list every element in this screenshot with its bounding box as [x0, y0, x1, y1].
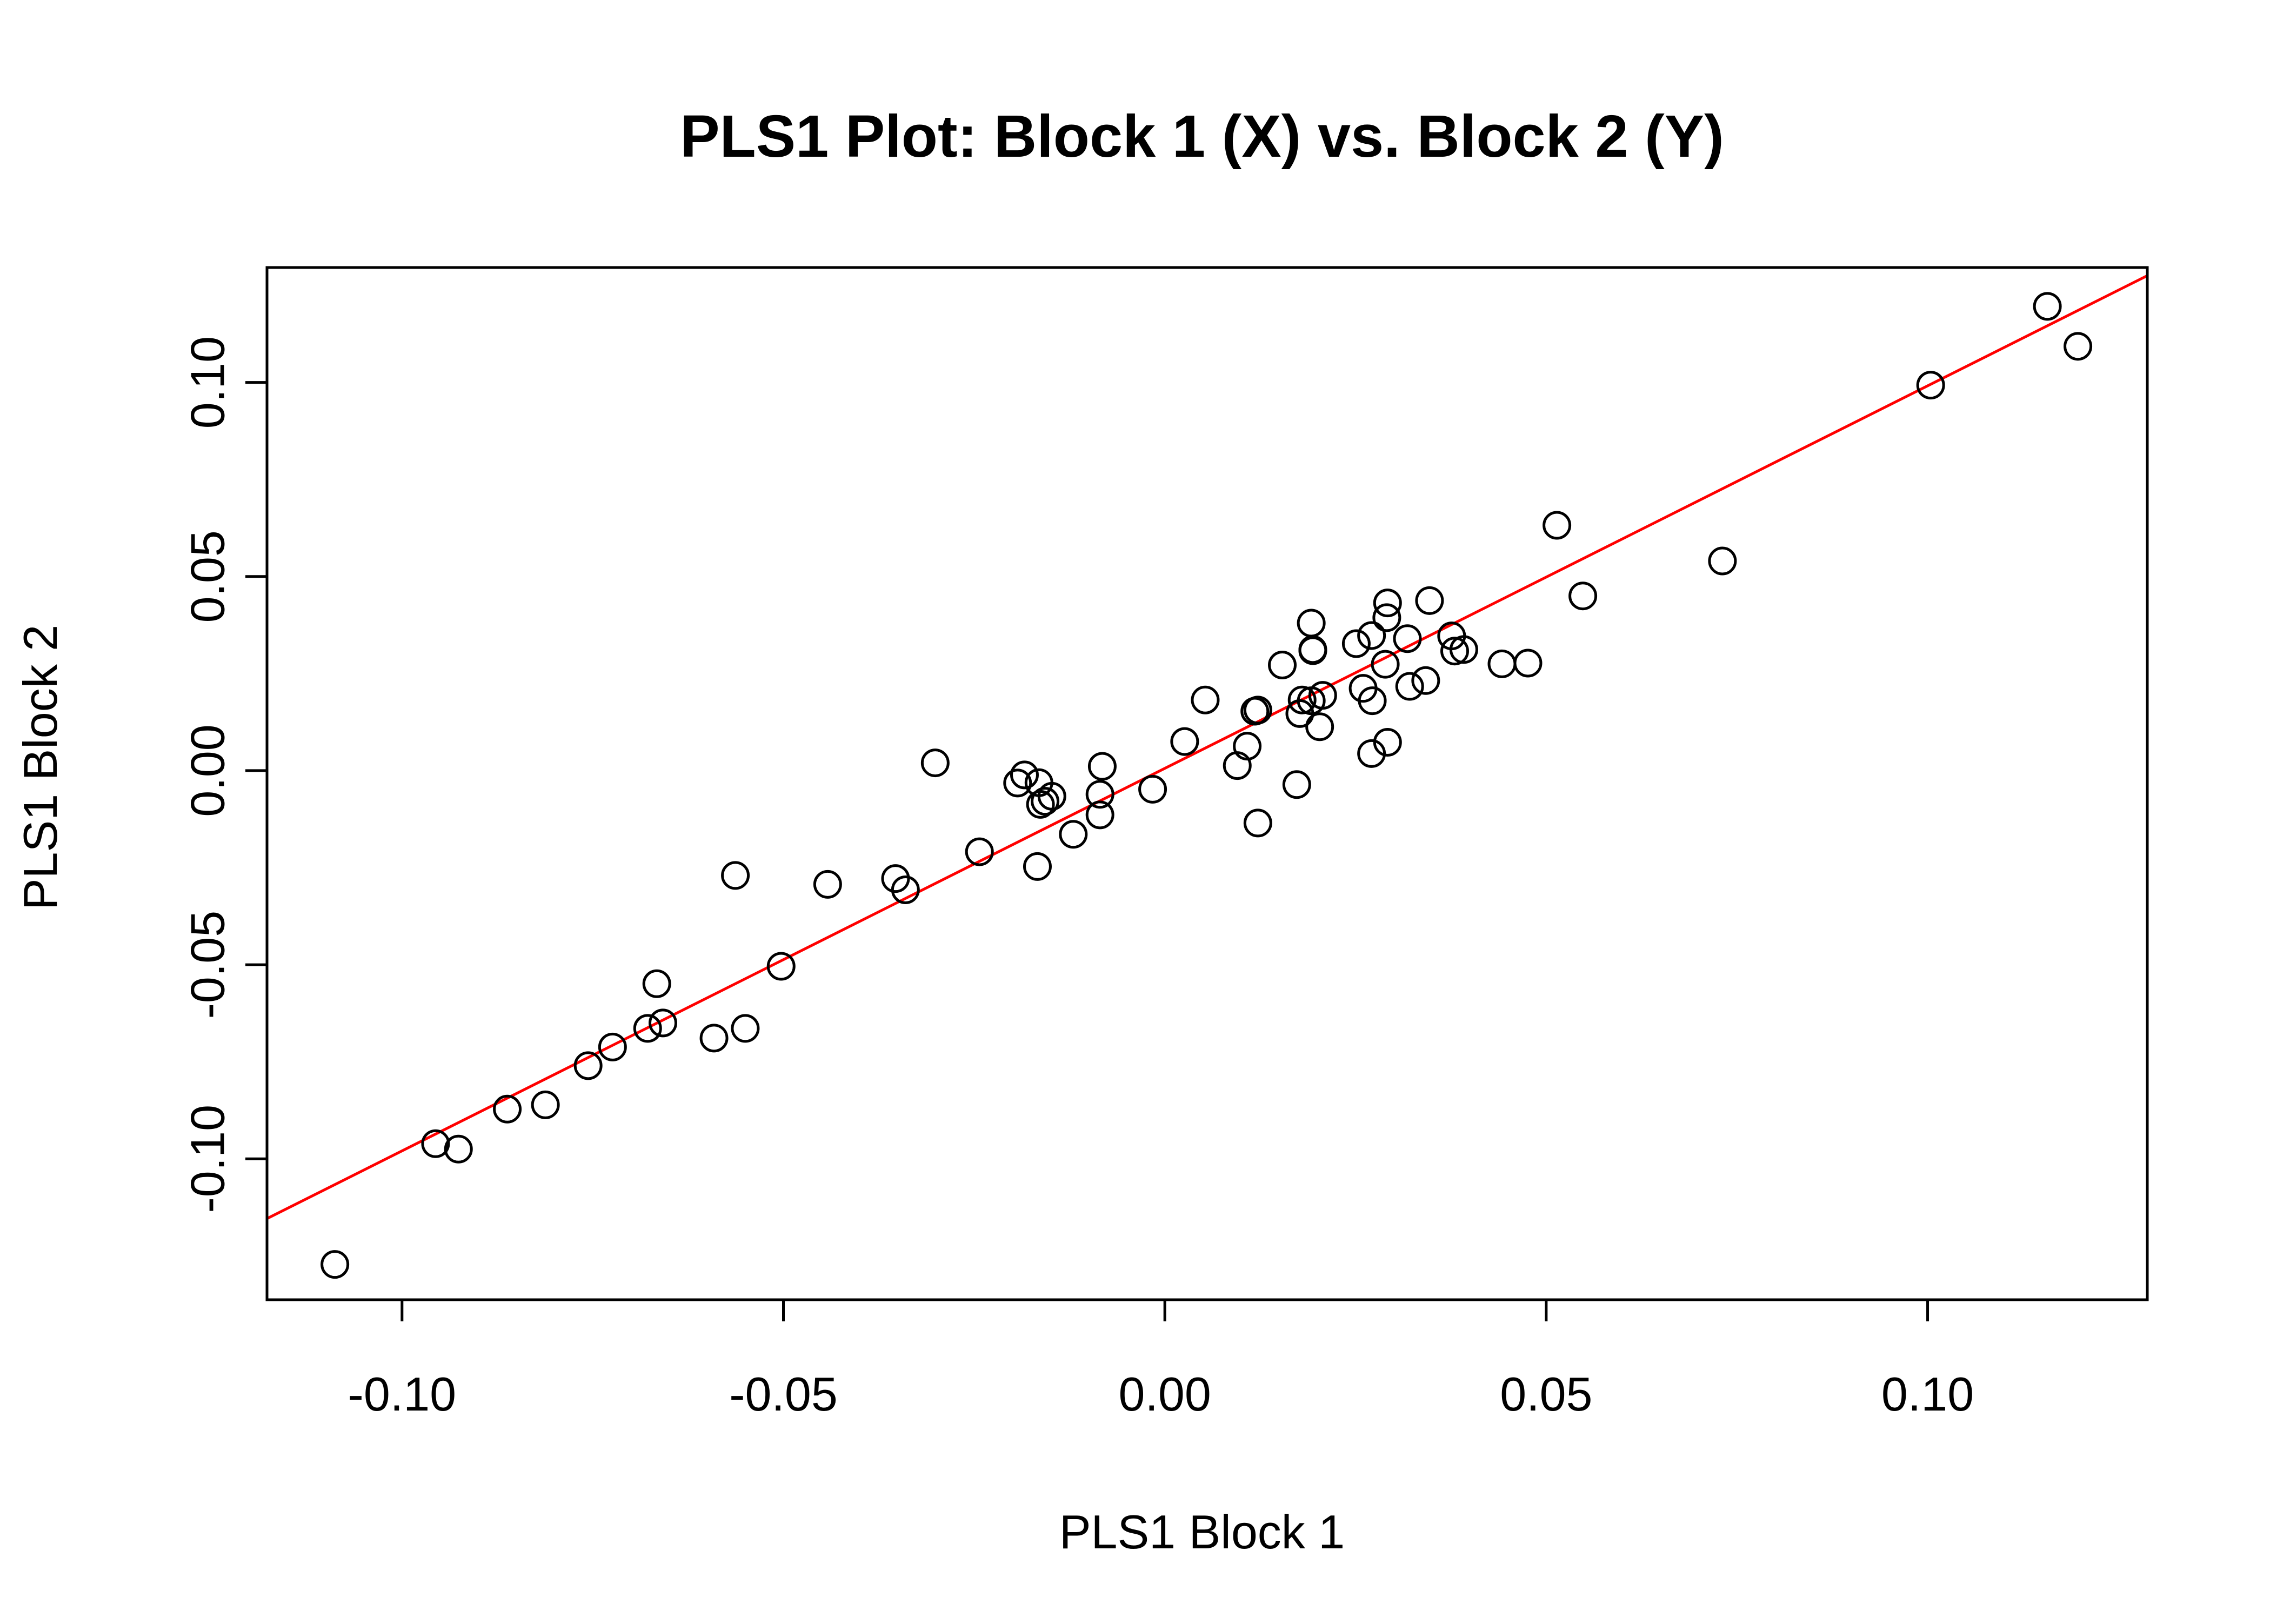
data-point — [1059, 820, 1088, 849]
data-point — [1543, 511, 1572, 540]
data-point — [1916, 371, 1945, 400]
x-tick-label: 0.00 — [1119, 1367, 1211, 1421]
regression-line-layer — [266, 274, 2148, 1220]
data-point — [1415, 586, 1444, 615]
data-point — [1305, 712, 1334, 741]
data-point — [1085, 800, 1114, 830]
data-point — [1393, 624, 1422, 653]
data-point — [699, 1024, 729, 1053]
data-point — [721, 861, 750, 890]
data-point — [1395, 672, 1424, 701]
data-point — [766, 952, 796, 981]
y-tick-label: 0.10 — [181, 336, 235, 429]
data-point — [1708, 546, 1737, 576]
y-tick-label: -0.05 — [181, 911, 235, 1019]
data-point — [1031, 787, 1060, 816]
x-tick-label: -0.05 — [729, 1367, 838, 1421]
chart-title: PLS1 Plot: Block 1 (X) vs. Block 2 (Y) — [680, 103, 1724, 170]
data-point — [1440, 637, 1469, 666]
data-point — [1298, 636, 1327, 665]
data-point — [1411, 666, 1440, 695]
data-point — [421, 1129, 450, 1158]
data-point — [633, 1014, 662, 1043]
data-point — [731, 1014, 760, 1043]
data-point — [1010, 760, 1039, 790]
data-point — [1308, 681, 1337, 710]
data-point — [1282, 770, 1311, 799]
data-point — [920, 748, 950, 778]
data-point — [1568, 582, 1598, 611]
data-point — [1373, 727, 1402, 757]
data-point — [2033, 292, 2062, 321]
y-axis-title: PLS1 Block 2 — [14, 625, 67, 910]
data-point — [1191, 685, 1220, 714]
data-point — [321, 1250, 350, 1279]
data-point — [1371, 650, 1400, 679]
data-point — [891, 875, 920, 904]
data-point — [1085, 780, 1114, 809]
data-point — [1233, 732, 1262, 761]
plot-frame — [265, 266, 2149, 1301]
x-tick-label: 0.05 — [1500, 1367, 1592, 1421]
data-point — [1087, 752, 1117, 781]
data-point — [598, 1032, 627, 1061]
data-point — [813, 870, 842, 899]
data-point — [444, 1134, 473, 1164]
x-tick-label: 0.10 — [1881, 1367, 1974, 1421]
data-point — [573, 1051, 603, 1080]
data-point — [1243, 808, 1272, 838]
regression-line — [266, 274, 2148, 1220]
data-point — [1372, 603, 1401, 632]
data-point — [642, 969, 671, 998]
data-point — [493, 1094, 522, 1124]
data-point — [1341, 629, 1371, 658]
data-point — [1243, 696, 1272, 725]
x-tick-label: -0.10 — [348, 1367, 457, 1421]
data-point — [1037, 781, 1066, 811]
data-point — [1003, 768, 1032, 798]
data-point — [1358, 686, 1387, 716]
data-point — [1513, 649, 1543, 678]
data-point — [965, 837, 994, 866]
data-point — [2064, 332, 2093, 361]
data-point — [1449, 635, 1478, 664]
data-point — [1357, 621, 1386, 650]
x-axis: -0.10 -0.05 0.00 0.05 0.10 — [348, 1298, 1974, 1421]
data-points — [321, 292, 2093, 1279]
y-tick-label: 0.05 — [181, 530, 235, 623]
data-point — [1373, 589, 1402, 618]
y-tick-label: -0.10 — [181, 1105, 235, 1213]
data-point — [1023, 852, 1052, 881]
data-point — [531, 1090, 560, 1119]
x-axis-title: PLS1 Block 1 — [1059, 1505, 1345, 1559]
data-point — [1138, 774, 1167, 804]
data-point — [1170, 727, 1199, 756]
data-point — [648, 1008, 677, 1038]
data-point — [1287, 685, 1317, 714]
data-point — [1268, 651, 1297, 680]
y-tick-label: 0.00 — [181, 724, 235, 817]
